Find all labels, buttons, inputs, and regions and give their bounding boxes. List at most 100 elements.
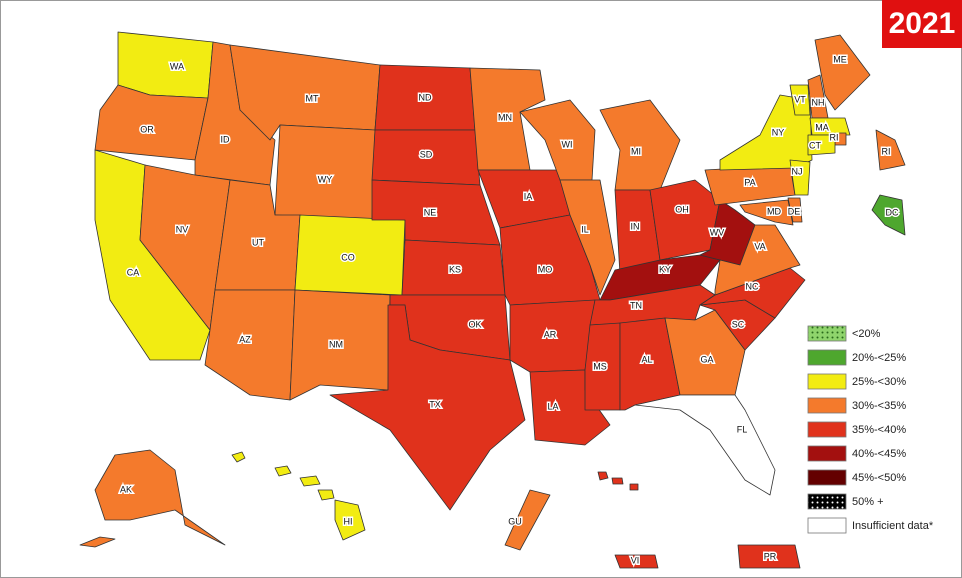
legend-swatch [807, 349, 847, 366]
state-label: MO [538, 264, 553, 274]
state-label: PA [744, 177, 755, 187]
state-label: PR [764, 551, 777, 561]
state [739, 199, 794, 226]
state [94, 449, 226, 546]
state-label: NC [746, 281, 759, 291]
state-label: CA [127, 267, 140, 277]
state-label: RI [830, 132, 839, 142]
state [789, 159, 811, 196]
state [584, 322, 621, 411]
state [714, 224, 801, 296]
state-label: MI [631, 146, 641, 156]
legend-label: 50% + [852, 496, 884, 508]
state [807, 134, 836, 156]
legend-label: 30%-<35% [852, 400, 906, 412]
state-label: IA [524, 191, 533, 201]
state-label: NY [772, 127, 785, 137]
state-label: HI [344, 516, 353, 526]
state-label: NJ [792, 166, 803, 176]
legend-swatch [807, 469, 847, 486]
state-label: LA [547, 401, 558, 411]
legend-label: 25%-<30% [852, 376, 906, 388]
state-label: SC [732, 319, 745, 329]
state-label: NH [812, 97, 825, 107]
state-label: MD [767, 206, 781, 216]
state-label: IL [581, 224, 589, 234]
state-label: ID [221, 134, 231, 144]
state-label: CO [341, 252, 355, 262]
legend-swatch [807, 445, 847, 462]
state [334, 499, 366, 541]
legend-label: 45%-<50% [852, 472, 906, 484]
state-label: KY [659, 264, 671, 274]
state-label: TN [630, 300, 642, 310]
states: WA OR CA ID NV MT WY UT CO AZ NM ND SD NE KS OK TX MN IA MO… [94, 31, 906, 569]
state-label: MS [593, 361, 607, 371]
state [787, 197, 803, 223]
legend: <20% 20%-<25% 25%-<30% 30%-<35% 35%-<40% 40%-… [807, 325, 934, 534]
state-label: OR [140, 124, 154, 134]
state-label: RI [882, 146, 891, 156]
legend-label: Insufficient data* [852, 520, 934, 532]
state-label: AR [544, 329, 557, 339]
legend-swatch [807, 517, 847, 534]
state-label: FL [737, 424, 748, 434]
state-label: ND [419, 92, 432, 102]
state [875, 129, 906, 171]
state [504, 489, 551, 551]
state [737, 544, 801, 569]
state-label: IN [631, 221, 640, 231]
legend-label: 20%-<25% [852, 352, 906, 364]
state-label: VT [794, 94, 806, 104]
state-label: KS [449, 264, 461, 274]
state-label: TX [429, 399, 441, 409]
state [719, 94, 813, 171]
state-label: WV [710, 227, 725, 237]
state [614, 554, 659, 569]
state-label: AL [641, 354, 652, 364]
state [814, 34, 871, 111]
state [117, 31, 214, 99]
island-decor [79, 451, 639, 548]
state [274, 124, 376, 221]
state-label: AK [120, 484, 132, 494]
state-label: NM [329, 339, 343, 349]
legend-swatch [807, 397, 847, 414]
state [809, 117, 851, 136]
legend-label: <20% [852, 328, 881, 340]
legend-swatch [807, 421, 847, 438]
state-label: UT [252, 237, 264, 247]
badge-bg [882, 0, 962, 48]
state-label: VA [754, 241, 765, 251]
legend-swatch [807, 373, 847, 390]
state [634, 394, 776, 496]
legend-swatch [807, 325, 847, 342]
state-label: OH [675, 204, 689, 214]
state [649, 179, 721, 261]
legend-swatch [807, 493, 847, 510]
state-label: WY [318, 174, 333, 184]
state-label: VI [631, 555, 640, 565]
state-label: MT [306, 93, 319, 103]
state-label: MN [498, 112, 512, 122]
state [559, 179, 616, 296]
state-label: DC [886, 207, 899, 217]
state [329, 304, 526, 511]
state-label: AZ [239, 334, 251, 344]
legend-label: 35%-<40% [852, 424, 906, 436]
legend-label: 40%-<45% [852, 448, 906, 460]
state-label: NE [424, 207, 437, 217]
state-label: ME [833, 54, 847, 64]
state-label: DE [788, 206, 801, 216]
badge: 2021 [889, 7, 956, 40]
state-label: GU [508, 516, 522, 526]
state-label: GA [700, 354, 713, 364]
state-label: SD [420, 149, 433, 159]
state [289, 289, 391, 401]
state-label: WA [170, 61, 184, 71]
state-label: CT [809, 140, 821, 150]
state [789, 84, 811, 116]
state-label: MA [815, 122, 829, 132]
state [871, 194, 906, 236]
